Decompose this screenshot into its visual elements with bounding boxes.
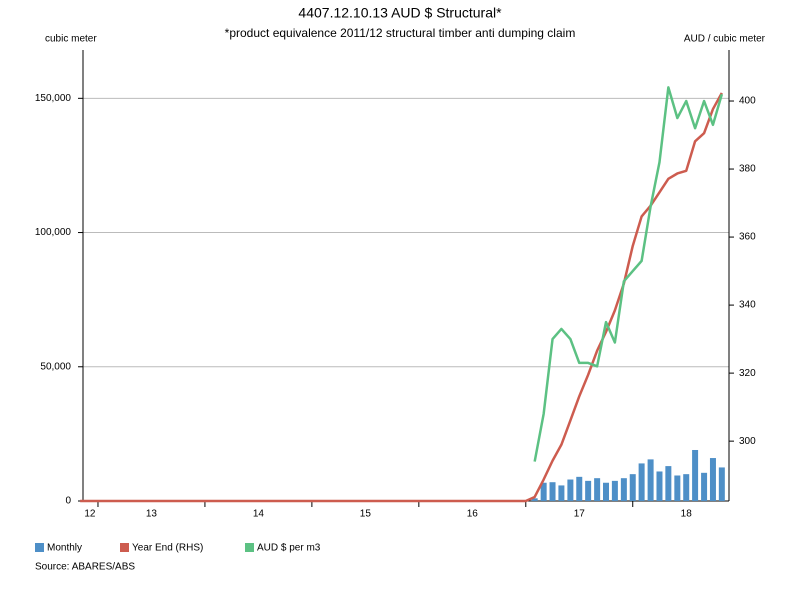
bar xyxy=(576,476,583,501)
bar xyxy=(674,475,681,501)
x-tick-label: 13 xyxy=(146,509,158,520)
y-tick-label: 50,000 xyxy=(40,361,71,372)
bar xyxy=(585,480,592,501)
x-tick-label: 14 xyxy=(253,509,265,520)
y2-tick-label: 400 xyxy=(739,96,756,107)
legend-swatch xyxy=(120,543,129,552)
bar xyxy=(683,474,690,501)
bar xyxy=(611,480,618,501)
y2-axis-label: AUD / cubic meter xyxy=(684,34,766,45)
bar xyxy=(709,458,716,501)
bar xyxy=(549,482,556,501)
bar xyxy=(638,463,645,501)
bar xyxy=(665,466,672,501)
y2-tick-label: 340 xyxy=(739,300,756,311)
x-tick-label: 15 xyxy=(360,509,372,520)
bar xyxy=(629,474,636,501)
legend-label: AUD $ per m3 xyxy=(257,543,321,554)
y2-tick-label: 360 xyxy=(739,232,756,243)
y-axis-label: cubic meter xyxy=(45,34,97,45)
x-tick-label: 12 xyxy=(84,509,96,520)
bar xyxy=(558,485,565,501)
legend-label: Year End (RHS) xyxy=(132,543,203,554)
bar xyxy=(701,472,708,501)
chart-subtitle: *product equivalence 2011/12 structural … xyxy=(225,26,576,40)
legend-swatch xyxy=(35,543,44,552)
bar xyxy=(603,482,610,501)
line xyxy=(533,86,724,462)
bar xyxy=(531,498,538,501)
y2-tick-label: 300 xyxy=(739,436,756,447)
bar xyxy=(594,478,601,501)
legend-swatch xyxy=(245,543,254,552)
bar xyxy=(647,459,654,501)
x-tick-label: 17 xyxy=(574,509,586,520)
y-tick-label: 100,000 xyxy=(35,227,72,238)
y2-tick-label: 320 xyxy=(739,368,756,379)
y-tick-label: 150,000 xyxy=(35,93,72,104)
source: Source: ABARES/ABS xyxy=(35,562,135,573)
bar xyxy=(567,479,574,501)
y2-tick-label: 380 xyxy=(739,164,756,175)
bar xyxy=(656,471,663,501)
bar xyxy=(692,449,699,501)
legend-label: Monthly xyxy=(47,543,82,554)
line xyxy=(80,92,723,503)
chart-title: 4407.12.10.13 AUD $ Structural* xyxy=(298,5,502,21)
bar xyxy=(540,482,547,501)
bar xyxy=(620,478,627,501)
x-tick-label: 18 xyxy=(681,509,693,520)
x-tick-label: 16 xyxy=(467,509,479,520)
bar xyxy=(718,467,725,501)
y-tick-label: 0 xyxy=(65,496,71,507)
